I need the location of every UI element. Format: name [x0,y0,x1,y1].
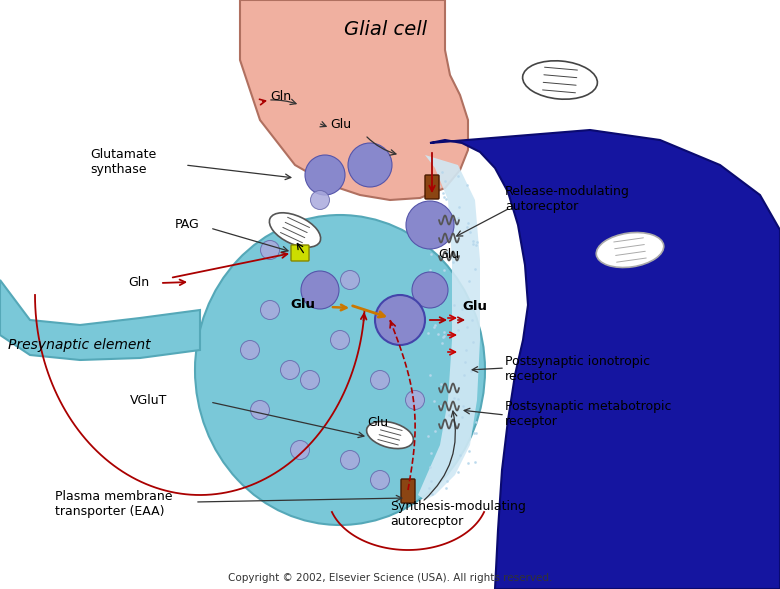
Ellipse shape [261,240,279,260]
Ellipse shape [370,370,389,389]
Ellipse shape [331,330,349,349]
Ellipse shape [310,190,329,210]
Text: Copyright © 2002, Elsevier Science (USA). All rights reserved.: Copyright © 2002, Elsevier Science (USA)… [228,573,552,583]
Ellipse shape [412,272,448,308]
Ellipse shape [240,340,260,359]
Polygon shape [418,155,480,500]
Text: Gln: Gln [128,276,149,290]
Ellipse shape [305,155,345,195]
Text: Glu: Glu [462,300,487,313]
Ellipse shape [281,360,300,379]
Ellipse shape [375,295,425,345]
Text: Postsynaptic metabotropic
receptor: Postsynaptic metabotropic receptor [505,400,672,428]
Ellipse shape [523,61,597,99]
FancyBboxPatch shape [425,175,439,199]
FancyBboxPatch shape [401,479,415,503]
Text: Release-modulating
autorecptor: Release-modulating autorecptor [505,185,630,213]
Ellipse shape [348,143,392,187]
Text: Glu: Glu [438,249,459,262]
Ellipse shape [261,300,279,319]
Text: Glial cell: Glial cell [343,20,427,39]
Ellipse shape [290,441,310,459]
Polygon shape [240,0,468,200]
Text: Postsynaptic ionotropic
receptor: Postsynaptic ionotropic receptor [505,355,650,383]
Polygon shape [430,130,780,589]
Ellipse shape [370,471,389,489]
Text: VGluT: VGluT [130,393,168,406]
FancyBboxPatch shape [291,245,309,261]
Text: Presynaptic element: Presynaptic element [8,338,151,352]
Ellipse shape [250,401,270,419]
Ellipse shape [406,201,454,249]
Text: Glu: Glu [290,299,315,312]
Ellipse shape [301,271,339,309]
Ellipse shape [341,270,360,290]
Text: Synthesis-modulating
autorecptor: Synthesis-modulating autorecptor [390,500,526,528]
Ellipse shape [269,213,321,247]
Text: Glutamate
synthase: Glutamate synthase [90,148,156,176]
Text: Glu: Glu [330,118,351,131]
Ellipse shape [300,370,320,389]
Text: PAG: PAG [175,219,200,231]
Ellipse shape [406,391,424,409]
Ellipse shape [596,233,664,267]
Ellipse shape [341,451,360,469]
Ellipse shape [367,421,413,449]
Ellipse shape [195,215,485,525]
Polygon shape [0,280,200,360]
Text: Plasma membrane
transporter (EAA): Plasma membrane transporter (EAA) [55,490,172,518]
Text: Glu: Glu [367,415,388,429]
Text: Gln: Gln [270,91,291,104]
